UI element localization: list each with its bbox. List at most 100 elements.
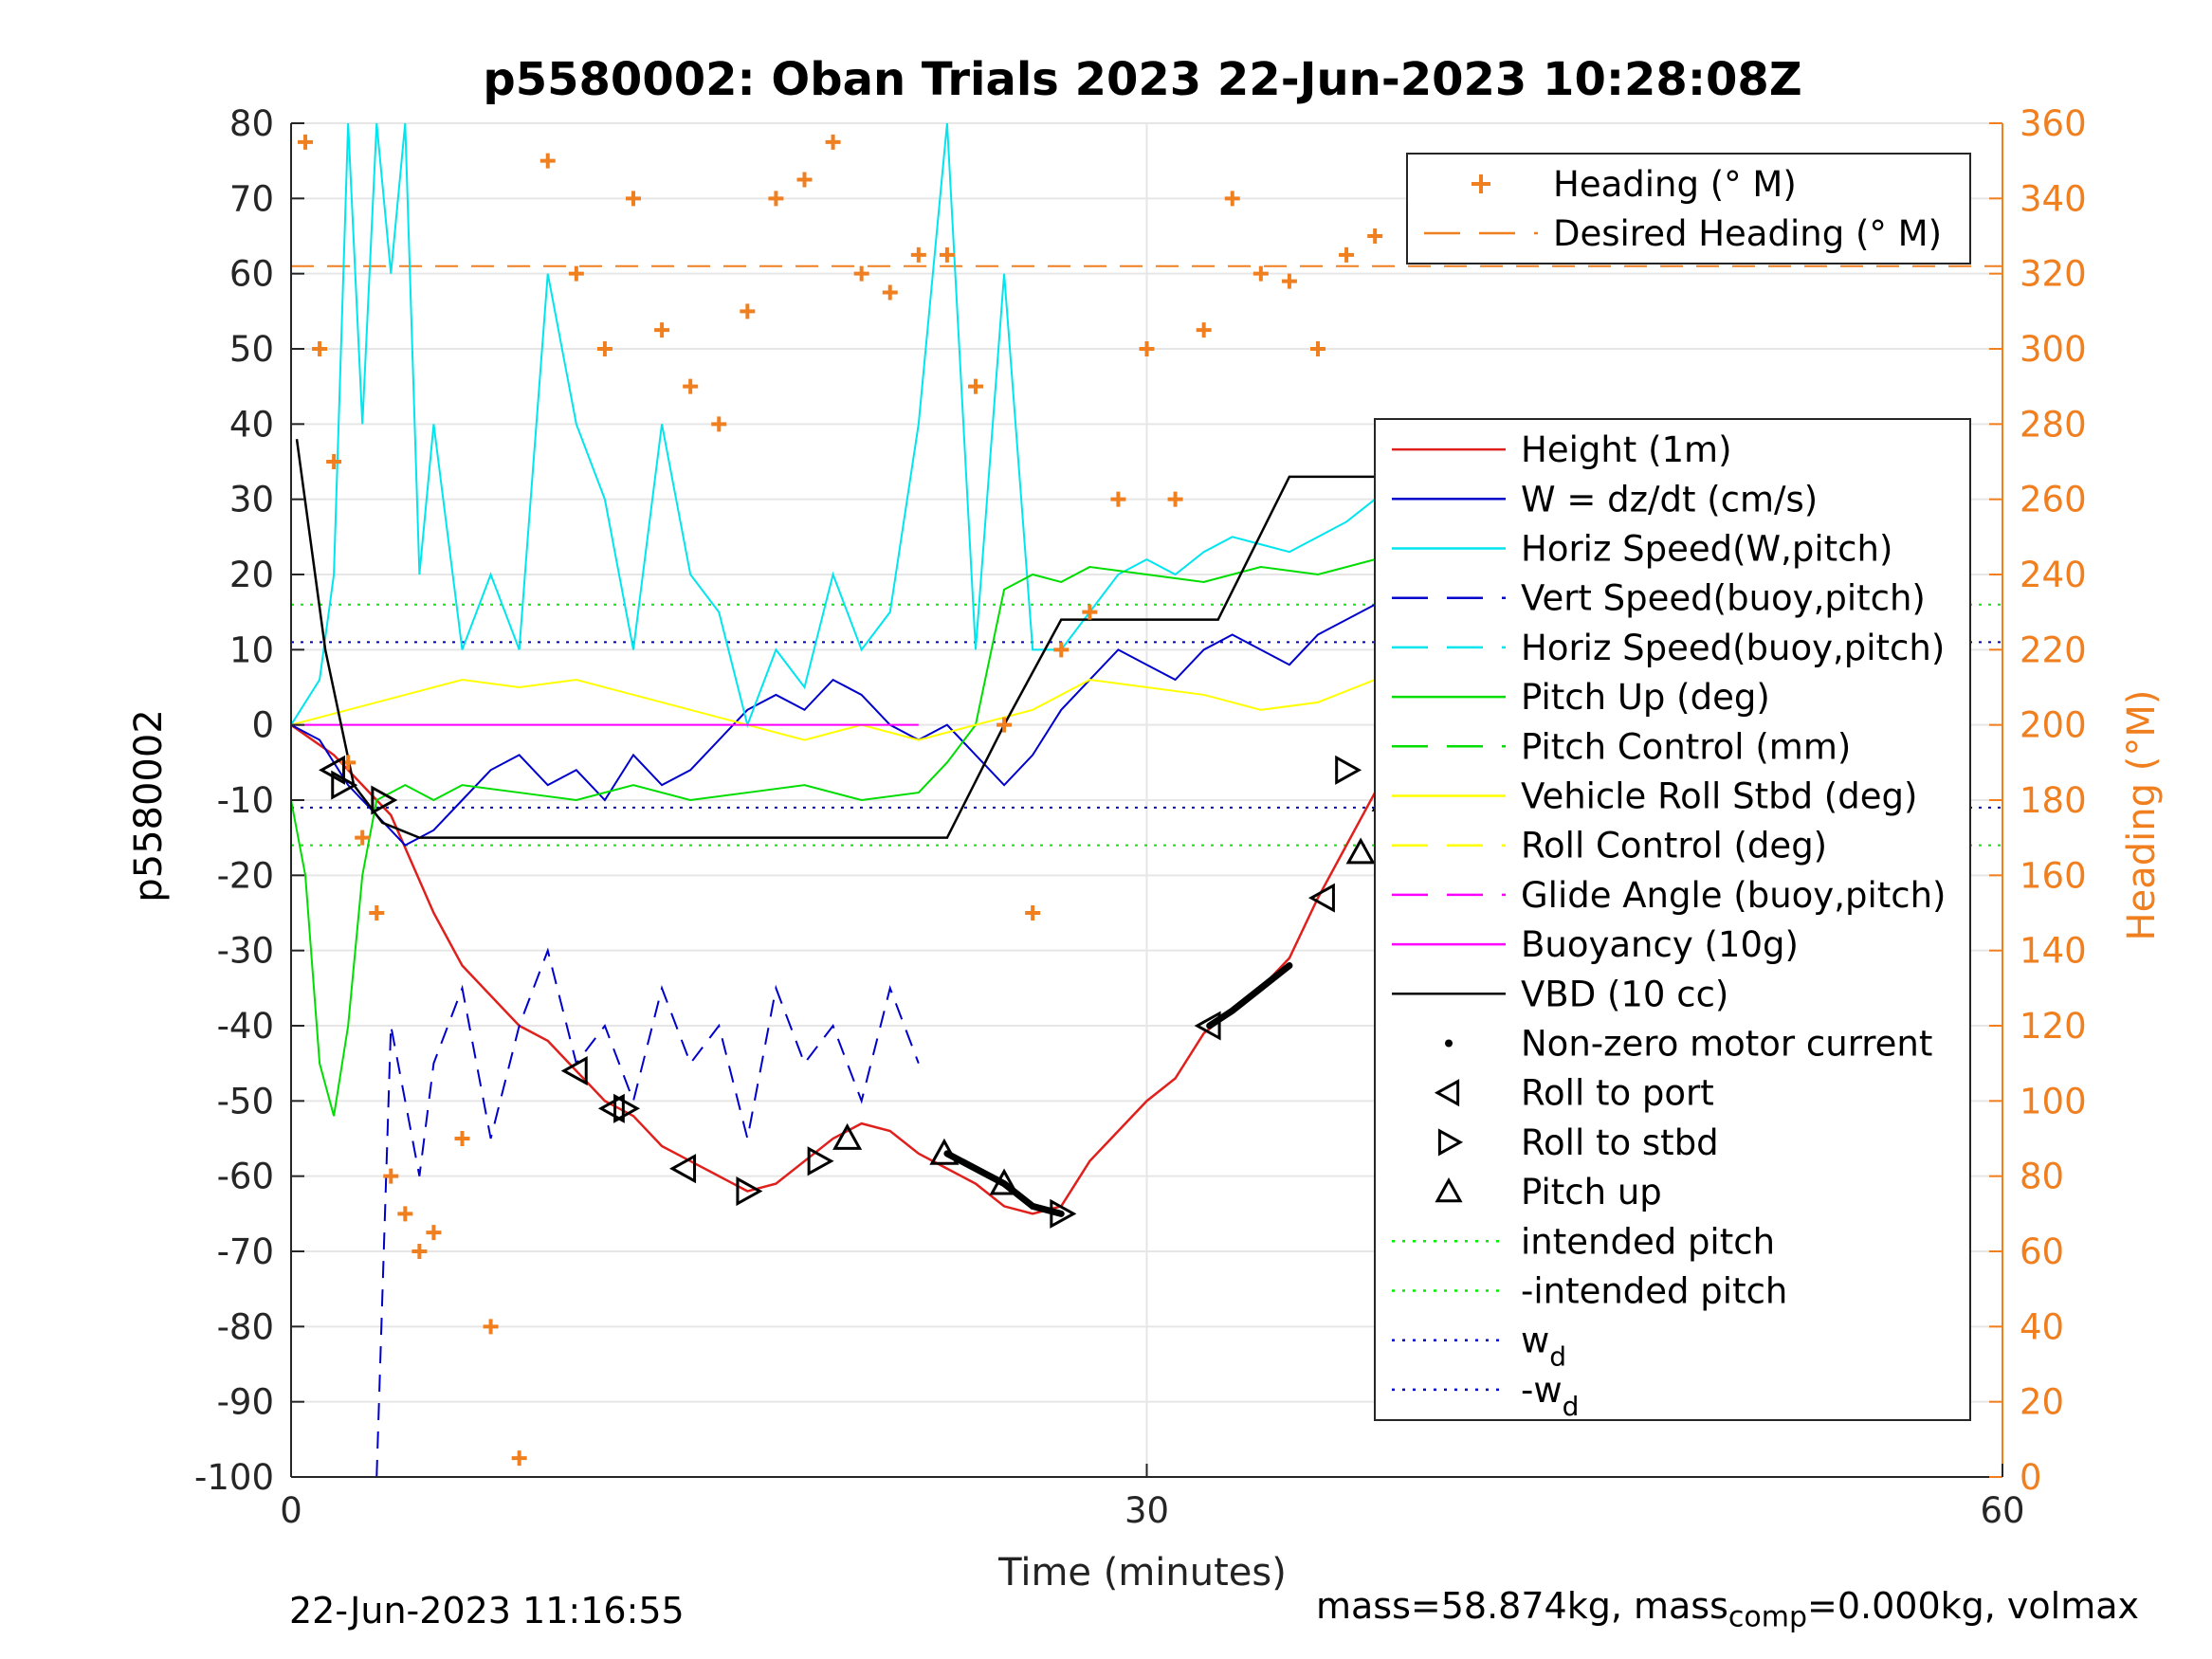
pitch-up-marker [832,1122,863,1150]
y-tick-label-left: 30 [229,480,274,520]
heading-point [397,1206,413,1222]
roll-to-stbd-marker [807,1146,834,1176]
y-tick-label-left: -30 [217,931,274,972]
x-tick-label: 30 [1124,1490,1169,1531]
legend-entry: Non-zero motor current [1445,1024,1932,1065]
legend-label: Roll to port [1521,1073,1714,1114]
legend-label: intended pitch [1521,1221,1775,1262]
heading-point [1082,604,1098,620]
y-tick-label-right: 80 [2020,1157,2064,1197]
y-tick-label-left: -60 [217,1157,274,1197]
legend-entry: Horiz Speed(W,pitch) [1392,529,1892,570]
heading-point [740,303,756,319]
y-tick-label-right: 120 [2020,1006,2087,1047]
legend-entry: Buoyancy (10g) [1392,924,1799,965]
legend-entry: Pitch up [1435,1172,1662,1212]
legend-swatch [1435,1177,1463,1203]
legend-label: Non-zero motor current [1521,1024,1932,1065]
pitch-up-marker [929,1138,960,1165]
legend-swatch [1472,174,1490,193]
chart-title: p5580002: Oban Trials 2023 22-Jun-2023 1… [483,53,1801,106]
roll-to-port-marker [1307,883,1335,913]
heading-point [939,246,955,263]
legend-entry: Roll Control (deg) [1392,826,1827,866]
series-pitch-up-deg [290,557,1405,1117]
legend-swatch [1437,1128,1464,1157]
y-tick-label-left: -100 [194,1457,274,1498]
heading-point [654,322,670,338]
y-tick-label-left: -20 [217,855,274,896]
roll-to-stbd-marker [736,1176,763,1207]
legend-label: Horiz Speed(W,pitch) [1521,529,1892,570]
roll-to-stbd-marker [613,1093,641,1123]
footer-timestamp: 22-Jun-2023 11:16:55 [289,1590,685,1632]
y-tick-label-left: -50 [217,1081,274,1121]
y-tick-label-right: 240 [2020,555,2087,595]
heading-point [568,265,584,282]
series-layer [290,122,2002,1478]
legend-label: Pitch Up (deg) [1521,677,1770,718]
y-tick-label-left: -70 [217,1231,274,1272]
heading-point [882,284,898,301]
heading-point [1281,273,1297,289]
heading-point [1139,341,1155,356]
heading-point [1025,905,1041,921]
heading-point [326,454,342,469]
y-tick-label-left: 80 [229,103,274,144]
heading-point [411,1244,428,1259]
heading-point [910,246,926,263]
heading-point [1224,191,1240,207]
series-w-dz-dt-cm-s [290,603,1376,847]
legend-entry: Vert Speed(buoy,pitch) [1392,578,1926,619]
legend-label: Vehicle Roll Stbd (deg) [1521,776,1917,817]
legend-label: Pitch Control (mm) [1521,726,1851,767]
y-tick-label-left: 60 [229,254,274,295]
legend-entry: intended pitch [1392,1221,1775,1262]
y-tick-label-left: -40 [217,1006,274,1047]
motor-current-segment [1206,962,1293,1030]
heading-point [1053,642,1069,658]
legend-entry: Heading (° M) [1472,164,1797,205]
roll-to-port-marker [560,1056,588,1086]
legend-swatch [1445,1039,1453,1048]
y-tick-label-left: 10 [229,629,274,670]
heading-point [454,1131,470,1146]
legend-label: VBD (10 cc) [1521,974,1728,1014]
heading-point [355,830,371,846]
y-tick-label-right: 180 [2020,780,2087,821]
legend-label: Heading (° M) [1553,164,1797,205]
legend-entry: -intended pitch [1392,1271,1787,1312]
legend-entry: Roll to stbd [1437,1122,1719,1163]
heading-point [483,1319,499,1335]
series-heading-m [298,134,1383,1467]
pitch-up-marker [989,1168,1019,1195]
legend-label: Pitch up [1521,1172,1662,1212]
y-tick-label-left: 0 [251,705,274,746]
heading-point [369,905,385,921]
roll-to-port-marker [1194,1011,1221,1041]
y-tick-label-right: 360 [2020,103,2087,144]
heading-point [539,153,556,169]
y-tick-label-right: 340 [2020,178,2087,219]
y-tick-label-left: 70 [229,178,274,219]
y-tick-label-left: -10 [217,780,274,821]
legend-label: W = dz/dt (cm/s) [1521,479,1818,520]
legend-entry: Vehicle Roll Stbd (deg) [1392,776,1917,817]
legend-label: Height (1m) [1521,429,1732,470]
y-tick-label-right: 140 [2020,931,2087,972]
y-tick-label-left: -90 [217,1382,274,1423]
y-tick-label-right: 60 [2020,1231,2064,1272]
heading-point [968,378,983,394]
y-axis-label-right: Heading (°M) [2120,690,2164,941]
legend-entry: W = dz/dt (cm/s) [1392,479,1818,520]
heading-point [298,134,314,150]
legend-label: Vert Speed(buoy,pitch) [1521,578,1926,619]
roll-to-stbd-marker [331,770,358,800]
roll-to-stbd-marker [1050,1198,1077,1229]
y-tick-label-right: 0 [2020,1457,2042,1498]
legend-entry: Glide Angle (buoy,pitch) [1392,875,1946,916]
y-tick-label-left: 20 [229,555,274,595]
heading-point [853,265,869,282]
y-tick-label-left: 40 [229,404,274,445]
legend-swatch [1434,1079,1460,1107]
